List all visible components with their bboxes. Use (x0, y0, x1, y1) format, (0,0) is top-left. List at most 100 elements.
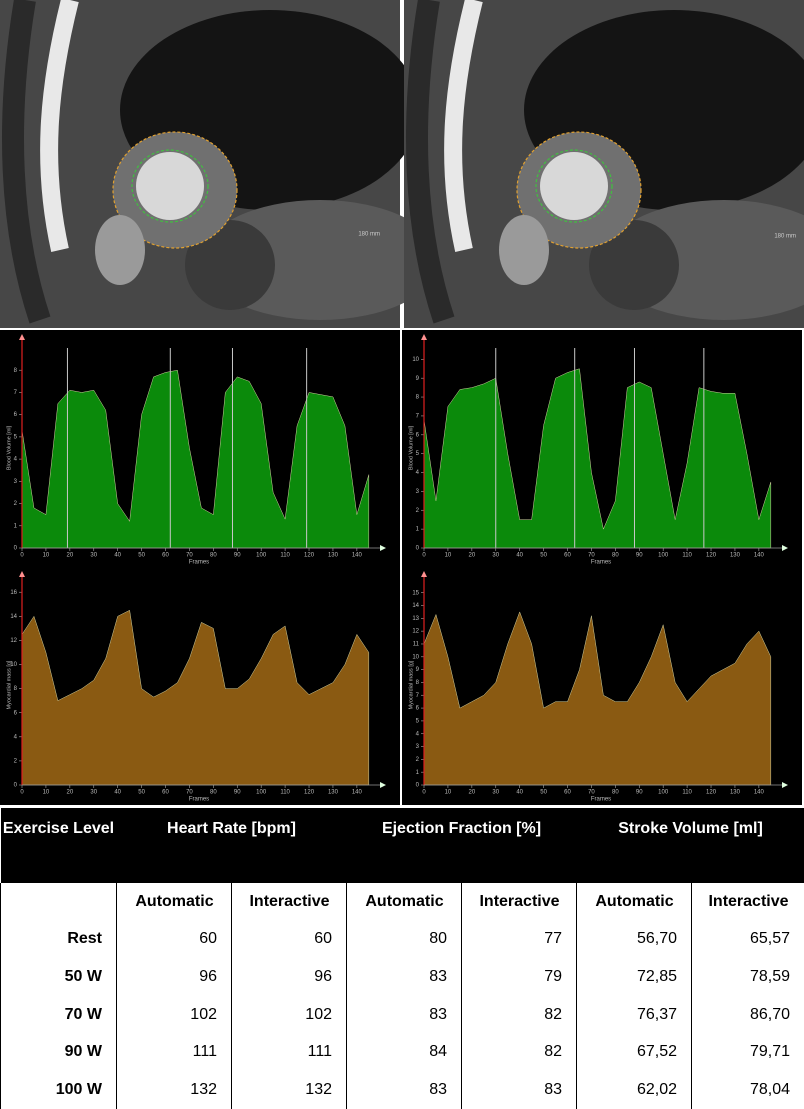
exercise-level: 50 W (0, 958, 117, 996)
x-axis-arrow (782, 782, 788, 788)
y-axis-label: Myocardial mass [g] (408, 660, 414, 709)
column-header: Stroke Volume [ml] (576, 808, 804, 883)
x-tick-label: 80 (210, 790, 217, 796)
x-tick-label: 10 (43, 790, 50, 796)
area (21, 609, 370, 786)
x-tick-label: 120 (304, 553, 315, 559)
y-tick-label: 1 (416, 527, 420, 533)
header-row: Exercise Level Heart Rate [bpm] Ejection F… (0, 808, 804, 883)
x-axis-label: Frames (591, 560, 611, 566)
subheader-row: Automatic Interactive Automatic Interactive… (0, 883, 804, 921)
x-tick-label: 90 (234, 790, 241, 796)
y-axis-label: Blood Volume [ml] (6, 425, 12, 470)
exercise-level: 70 W (0, 995, 117, 1034)
x-tick-label: 60 (162, 790, 169, 796)
x-tick-label: 70 (588, 790, 595, 796)
y-tick-label: 1 (416, 770, 420, 776)
table-row: 70 W 102 102 83 82 76,37 86,70 (0, 995, 804, 1034)
y-axis-arrow (19, 334, 25, 340)
cell: 83 (346, 995, 462, 1034)
column-header: Ejection Fraction [%] (346, 808, 577, 883)
x-tick-label: 0 (20, 790, 24, 796)
exercise-level: Rest (0, 920, 117, 959)
cell: 96 (231, 958, 347, 996)
y-tick-label: 4 (14, 457, 18, 463)
x-tick-label: 140 (754, 553, 765, 559)
x-tick-label: 60 (162, 553, 169, 559)
subheader: Interactive (461, 883, 577, 921)
y-tick-label: 4 (416, 470, 420, 476)
cell: 62,02 (576, 1071, 692, 1109)
cell: 78,59 (691, 958, 804, 996)
cell: 102 (231, 995, 347, 1034)
table-row: 90 W 111 111 84 82 67,52 79,71 (0, 1033, 804, 1072)
x-tick-label: 30 (90, 553, 97, 559)
y-axis-arrow (421, 571, 427, 577)
y-axis-arrow (19, 571, 25, 577)
x-tick-label: 90 (636, 553, 643, 559)
subheader: Automatic (346, 883, 462, 921)
exercise-level: 100 W (0, 1071, 117, 1109)
x-tick-label: 60 (564, 790, 571, 796)
cell: 72,85 (576, 958, 692, 996)
x-tick-label: 40 (114, 553, 121, 559)
cell: 86,70 (691, 995, 804, 1034)
cell: 76,37 (576, 995, 692, 1034)
y-axis-label: Blood Volume [ml] (408, 425, 414, 470)
table-row: 100 W 132 132 83 83 62,02 78,04 (0, 1071, 804, 1109)
x-tick-label: 40 (114, 790, 121, 796)
cell: 83 (346, 958, 462, 996)
x-tick-label: 30 (492, 790, 499, 796)
y-tick-label: 7 (14, 390, 18, 396)
y-tick-label: 2 (14, 758, 18, 764)
x-tick-label: 110 (280, 553, 290, 559)
cell: 83 (346, 1071, 462, 1109)
y-tick-label: 5 (14, 434, 18, 440)
y-tick-label: 6 (416, 432, 420, 438)
exercise-level: 90 W (0, 1033, 117, 1072)
x-tick-label: 20 (66, 553, 73, 559)
subheader: Automatic (116, 883, 232, 921)
subheader: Interactive (231, 883, 347, 921)
y-axis-arrow (421, 334, 427, 340)
x-tick-label: 120 (304, 790, 315, 796)
y-tick-label: 8 (416, 680, 420, 686)
y-tick-label: 15 (412, 590, 419, 596)
y-axis-label: Myocardial mass [g] (6, 660, 12, 709)
cell: 79 (461, 958, 577, 996)
x-tick-label: 80 (612, 790, 619, 796)
area (423, 368, 772, 549)
x-tick-label: 130 (730, 790, 741, 796)
y-tick-label: 8 (14, 368, 18, 374)
y-tick-label: 2 (416, 757, 420, 763)
column-header: Heart Rate [bpm] (116, 808, 347, 883)
y-tick-label: 3 (14, 479, 18, 485)
y-tick-label: 7 (416, 414, 420, 420)
x-tick-label: 40 (516, 553, 523, 559)
cell: 82 (461, 1033, 577, 1072)
cell: 111 (116, 1033, 232, 1072)
cell: 56,70 (576, 920, 692, 959)
cell: 111 (231, 1033, 347, 1072)
y-tick-label: 7 (416, 693, 420, 699)
y-tick-label: 9 (416, 667, 420, 673)
area (21, 369, 370, 549)
x-tick-label: 10 (43, 553, 50, 559)
mri-image (0, 0, 440, 328)
y-tick-label: 4 (14, 734, 18, 740)
y-tick-label: 9 (416, 376, 420, 382)
cell: 132 (231, 1071, 347, 1109)
x-tick-label: 120 (706, 553, 717, 559)
y-tick-label: 1 (14, 523, 18, 529)
x-tick-label: 100 (256, 553, 267, 559)
y-tick-label: 2 (14, 501, 18, 507)
cell: 102 (116, 995, 232, 1034)
y-tick-label: 2 (416, 508, 420, 514)
y-tick-label: 11 (413, 642, 420, 648)
x-axis-label: Frames (591, 797, 611, 803)
x-tick-label: 90 (234, 553, 241, 559)
subheader: Interactive (691, 883, 804, 921)
scale-label: 180 mm (358, 232, 380, 238)
x-tick-label: 20 (468, 790, 475, 796)
